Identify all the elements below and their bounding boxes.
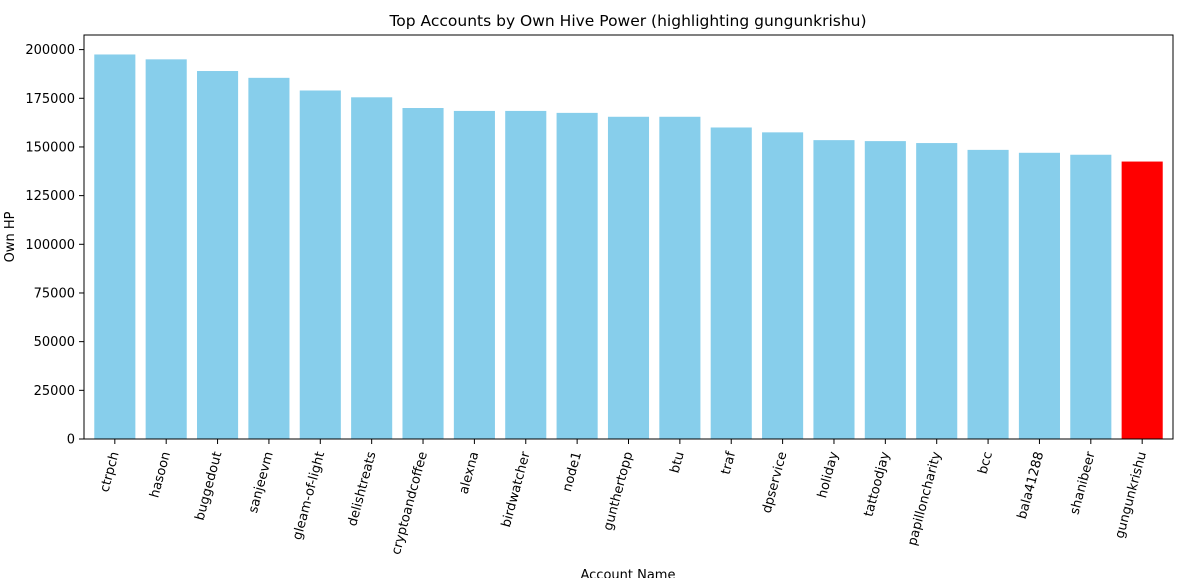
x-tick-label: gungunkrishu: [1112, 450, 1150, 540]
x-tick-label: btu: [668, 450, 688, 475]
chart-title: Top Accounts by Own Hive Power (highligh…: [388, 12, 866, 30]
x-tick-label: holiday: [815, 450, 842, 500]
y-tick-label: 175000: [25, 92, 75, 107]
y-axis: 0 25000 50000 75000 100000 125000 150000 175000…: [25, 43, 84, 448]
x-tick-label: traf: [719, 450, 740, 476]
bar-bcc: [967, 149, 1009, 439]
x-tick-label: gunthertopp: [601, 450, 636, 532]
bar-gunthertopp: [607, 116, 650, 439]
x-axis-label: Account Name: [581, 568, 676, 578]
bar-btu: [659, 116, 701, 439]
bar-alexna: [453, 110, 495, 440]
bar-gleam-of-light: [299, 90, 341, 439]
x-tick-label: bcc: [976, 450, 996, 476]
bar-hasoon: [145, 59, 187, 440]
bar-holiday: [813, 140, 855, 440]
bar-traf: [710, 127, 752, 439]
bar-ctrpch: [94, 54, 136, 439]
bar-node1: [556, 112, 598, 439]
x-tick-label: papilloncharity: [905, 450, 945, 547]
x-tick-label: hasoon: [147, 450, 174, 499]
y-tick-label: 50000: [34, 335, 75, 350]
y-tick-label: 100000: [25, 238, 75, 253]
x-tick-label: tattoodjay: [861, 450, 893, 519]
x-tick-label: dpservice: [760, 450, 791, 515]
bar-cryptoandcoffee: [402, 108, 444, 439]
y-tick-label: 150000: [25, 140, 75, 155]
x-tick-label: sanjeevm: [246, 450, 277, 515]
x-tick-label: shanibeer: [1068, 450, 1099, 517]
x-tick-label: delishtreats: [345, 450, 379, 528]
y-axis-label: Own HP: [3, 211, 18, 262]
x-tick-label: buggedout: [193, 450, 226, 522]
x-tick-label: alexna: [457, 450, 483, 496]
x-tick-label: ctrpch: [98, 450, 123, 494]
bar-sanjeevm: [248, 77, 290, 439]
x-tick-label: node1: [560, 450, 585, 493]
bar-buggedout: [197, 71, 239, 439]
y-tick-label: 200000: [25, 43, 75, 58]
y-tick-label: 25000: [34, 384, 75, 399]
bar-bala41288: [1018, 152, 1060, 439]
bars: [94, 54, 1163, 440]
bar-papilloncharity: [916, 143, 958, 439]
x-tick-label: birdwatcher: [499, 450, 534, 530]
y-tick-label: 75000: [34, 286, 75, 301]
bar-delishtreats: [351, 97, 393, 439]
x-tick-label: gleam-of-light: [290, 450, 328, 542]
y-tick-label: 0: [67, 433, 75, 448]
y-tick-label: 125000: [25, 189, 75, 204]
bar-dpservice: [762, 132, 804, 439]
bar-gungunkrishu: [1121, 161, 1163, 440]
x-tick-label: bala41288: [1015, 450, 1047, 521]
x-axis: ctrpch hasoon buggedout sanjeevm gleam-of-li…: [98, 439, 1150, 556]
bar-tattoodjay: [864, 141, 906, 439]
bar-shanibeer: [1070, 154, 1112, 440]
plot-frame: [83, 34, 1174, 440]
x-tick-label: cryptoandcoffee: [389, 450, 431, 556]
bar-birdwatcher: [505, 110, 547, 440]
